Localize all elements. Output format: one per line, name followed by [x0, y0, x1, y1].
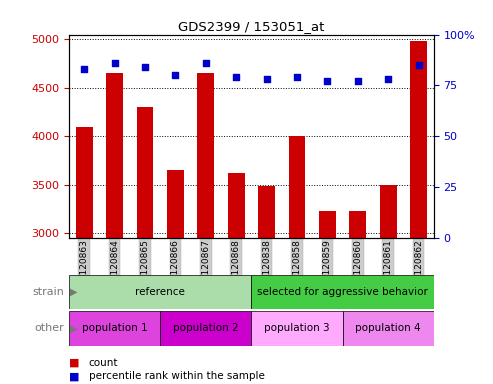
Bar: [380, 185, 396, 238]
Point: [384, 76, 392, 83]
Point: [354, 78, 362, 84]
Bar: [228, 173, 245, 238]
Text: population 1: population 1: [82, 323, 147, 333]
Text: population 4: population 4: [355, 323, 421, 333]
Point: [172, 72, 179, 78]
Bar: [350, 211, 366, 238]
Text: population 3: population 3: [264, 323, 330, 333]
Point: [415, 62, 423, 68]
Text: selected for aggressive behavior: selected for aggressive behavior: [257, 287, 428, 297]
Bar: [319, 211, 336, 238]
Point: [323, 78, 331, 84]
Text: percentile rank within the sample: percentile rank within the sample: [89, 371, 265, 381]
Title: GDS2399 / 153051_at: GDS2399 / 153051_at: [178, 20, 324, 33]
Bar: [251, 311, 343, 346]
Bar: [258, 186, 275, 238]
Point: [110, 60, 119, 66]
Text: ▶: ▶: [70, 287, 77, 297]
Text: other: other: [35, 323, 64, 333]
Point: [263, 76, 271, 83]
Bar: [69, 275, 251, 309]
Text: ■: ■: [69, 371, 79, 381]
Point: [293, 74, 301, 80]
Bar: [69, 311, 160, 346]
Bar: [160, 311, 251, 346]
Bar: [251, 275, 434, 309]
Text: count: count: [89, 358, 118, 368]
Text: reference: reference: [135, 287, 185, 297]
Point: [80, 66, 88, 72]
Point: [141, 64, 149, 70]
Text: ▶: ▶: [70, 323, 77, 333]
Bar: [198, 73, 214, 238]
Bar: [106, 73, 123, 238]
Bar: [410, 41, 427, 238]
Bar: [289, 136, 305, 238]
Text: strain: strain: [32, 287, 64, 297]
Bar: [167, 170, 184, 238]
Bar: [343, 311, 434, 346]
Text: population 2: population 2: [173, 323, 239, 333]
Bar: [76, 127, 93, 238]
Point: [232, 74, 240, 80]
Bar: [137, 107, 153, 238]
Point: [202, 60, 210, 66]
Text: ■: ■: [69, 358, 79, 368]
